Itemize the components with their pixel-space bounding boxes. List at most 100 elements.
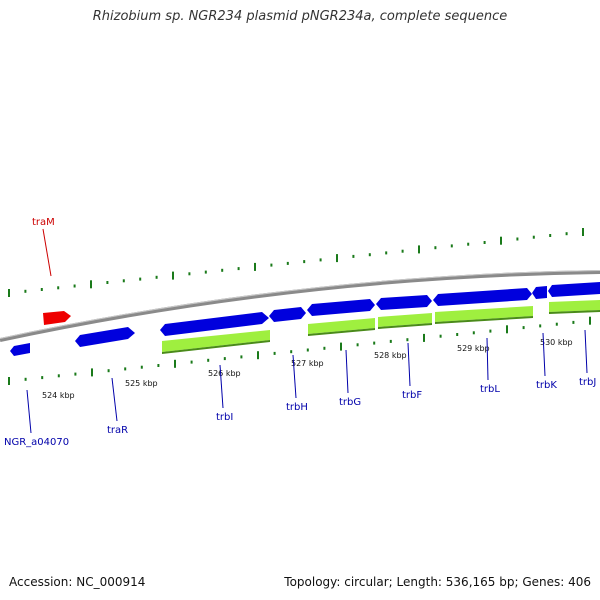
tick-top-minor <box>24 289 27 293</box>
tick-bottom-minor <box>323 346 326 350</box>
gene-arrow-traM[interactable] <box>43 311 71 325</box>
gene-arrow-trbF[interactable] <box>376 295 432 310</box>
tick-bottom-minor <box>190 360 193 364</box>
gene-label-trbL[interactable]: trbL <box>480 384 500 395</box>
tick-top-minor <box>565 232 568 236</box>
gene-label-traR[interactable]: traR <box>107 425 128 436</box>
kbp-labels: 524 kbp 525 kbp 526 kbp 527 kbp 528 kbp … <box>42 338 573 400</box>
gene-arrow-traR[interactable] <box>75 327 135 347</box>
gene-label-NGR_a04070[interactable]: NGR_a04070 <box>4 437 69 448</box>
gene-arrow-trbG[interactable] <box>307 299 375 316</box>
tick-bottom-minor <box>74 372 77 376</box>
tick-bottom-major <box>506 325 508 334</box>
tick-top-minor <box>532 235 535 239</box>
tick-bottom-minor <box>157 364 160 367</box>
leader-trbK <box>542 332 546 377</box>
tick-top-minor <box>368 253 371 257</box>
gene-label-trbH[interactable]: trbH <box>286 402 308 413</box>
orf-band <box>435 306 533 322</box>
tick-top-major <box>418 245 420 254</box>
tick-row-top <box>8 228 584 297</box>
tick-bottom-minor <box>207 358 210 362</box>
tick-top-major <box>8 289 10 297</box>
tick-top-minor <box>188 272 191 276</box>
gene-arrow-trbK[interactable] <box>532 286 547 299</box>
tick-top-minor <box>155 275 158 279</box>
tick-top-minor <box>237 267 240 271</box>
tick-bottom-minor <box>140 365 143 369</box>
gene-arrow-trbI[interactable] <box>160 312 269 336</box>
tick-bottom-major <box>340 342 342 351</box>
tick-top-minor <box>516 237 519 241</box>
tick-top-minor <box>286 261 289 265</box>
tick-bottom-minor <box>273 351 276 355</box>
gene-arrow-trbL[interactable] <box>433 288 532 306</box>
tick-bottom-minor <box>406 338 409 342</box>
tick-top-major <box>500 236 502 245</box>
tick-top-minor <box>221 268 224 272</box>
leader-trbI <box>219 364 224 409</box>
kbp-label-528: 528 kbp <box>374 351 407 360</box>
tick-top-major <box>582 228 584 236</box>
tick-bottom-minor <box>41 376 44 380</box>
tick-top-minor <box>450 244 453 248</box>
tick-bottom-minor <box>290 350 293 354</box>
orf-band <box>549 300 600 312</box>
kbp-label-530: 530 kbp <box>540 338 573 347</box>
tick-top-minor <box>549 234 552 237</box>
gene-label-traM[interactable]: traM <box>32 217 55 228</box>
tick-top-minor <box>73 284 76 288</box>
tick-top-minor <box>483 241 486 244</box>
kbp-label-525: 525 kbp <box>125 379 158 388</box>
tick-bottom-minor <box>539 324 542 328</box>
tick-top-major <box>336 254 338 263</box>
tick-bottom-major <box>174 359 176 368</box>
tick-bottom-minor <box>456 333 459 336</box>
orf-band-edge <box>162 340 270 354</box>
gene-label-trbG[interactable]: trbG <box>339 397 361 408</box>
orf-band-edge <box>435 316 533 324</box>
tick-top-minor <box>434 246 437 250</box>
tick-top-major <box>172 271 174 280</box>
kbp-label-524: 524 kbp <box>42 391 75 400</box>
tick-top-minor <box>270 263 273 267</box>
gene-arrow-trbH[interactable] <box>269 307 306 322</box>
tick-bottom-minor <box>472 331 475 335</box>
tick-top-minor <box>352 254 355 258</box>
orf-band <box>308 318 375 334</box>
tick-bottom-major <box>8 377 10 385</box>
leader-traR <box>111 377 118 422</box>
tick-bottom-minor <box>522 326 525 330</box>
gene-label-trbF[interactable]: trbF <box>402 390 422 401</box>
tick-top-minor <box>319 258 322 262</box>
gene-label-trbI[interactable]: trbI <box>216 412 233 423</box>
gene-arrow-trbJ[interactable] <box>548 282 600 297</box>
leader-trbJ <box>584 329 588 374</box>
gene-leaders <box>26 228 588 434</box>
tick-top-minor <box>204 270 207 274</box>
tick-bottom-minor <box>373 341 376 345</box>
orf-band-edge <box>308 328 375 336</box>
orf-band-edge <box>378 323 432 329</box>
leader-NGR_a04070 <box>26 389 32 434</box>
backbone-arc-highlight <box>0 270 600 339</box>
tick-top-minor <box>40 288 43 291</box>
leader-traM <box>42 228 52 277</box>
tick-bottom-minor <box>107 369 110 373</box>
tick-top-major <box>254 262 256 271</box>
tick-bottom-major <box>423 333 425 342</box>
tick-bottom-major <box>257 351 259 360</box>
topology-summary: Topology: circular; Length: 536,165 bp; … <box>284 575 591 589</box>
tick-bottom-minor <box>572 320 575 324</box>
gene-label-trbJ[interactable]: trbJ <box>579 377 596 388</box>
tick-top-minor <box>467 242 470 246</box>
tick-bottom-minor <box>489 329 492 333</box>
gene-arrow-NGR_a04070[interactable] <box>10 343 30 356</box>
leader-trbF <box>407 342 411 387</box>
gene-arrows <box>10 282 600 356</box>
tick-bottom-minor <box>240 355 243 359</box>
tick-bottom-minor <box>356 343 359 347</box>
kbp-label-529: 529 kbp <box>457 344 490 353</box>
gene-label-trbK[interactable]: trbK <box>536 380 557 391</box>
